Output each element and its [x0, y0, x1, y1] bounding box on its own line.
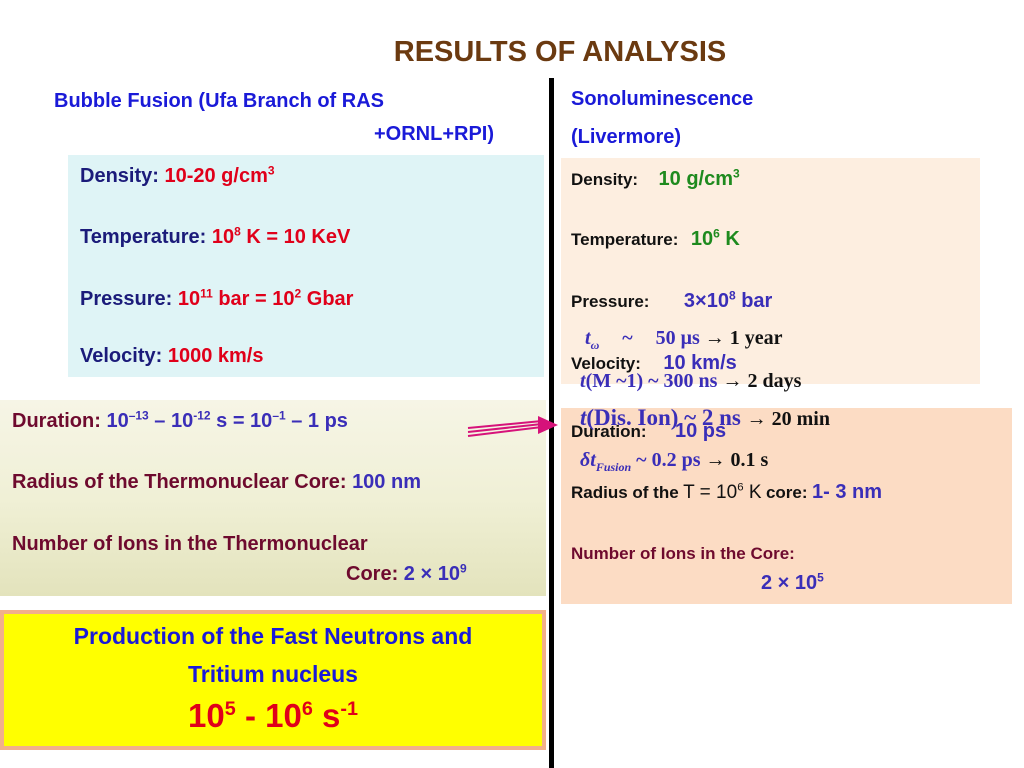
arrow-icon — [467, 416, 558, 437]
t-omega-row: tω ~ 50 μs → 1 year — [585, 327, 783, 352]
left-duration-value: 10–13 – 10-12 s = 10–1 – 1 ps — [106, 408, 348, 432]
right-density-row: Density: 10 g/cm3 — [571, 166, 740, 191]
left-duration-row: Duration: 10–13 – 10-12 s = 10–1 – 1 ps — [12, 408, 348, 433]
right-density-label: Density: — [571, 170, 639, 189]
production-line1: Production of the Fast Neutrons and — [73, 623, 473, 649]
right-duration-value: 10 ps — [675, 420, 727, 442]
left-density-label: Density: — [80, 165, 159, 187]
t-m-row: t(M ~1) ~ 300 ns → 2 days — [580, 370, 801, 393]
left-heading-line2: +ORNL+RPI) — [374, 123, 495, 145]
left-core-box — [0, 400, 546, 596]
t-omega-symbol: tω — [585, 327, 600, 352]
left-ions-core-label: Core: — [346, 563, 399, 585]
page-title: RESULTS OF ANALYSIS — [393, 36, 727, 68]
left-parameters-box — [68, 155, 544, 377]
left-velocity-value: 1000 km/s — [167, 345, 264, 367]
left-pressure-label: Pressure: — [80, 288, 173, 310]
t-omega-tilde: ~ — [622, 327, 633, 349]
left-density-value: 10-20 g/cm3 — [164, 163, 275, 187]
left-heading-line1: Bubble Fusion (Ufa Branch of RAS — [54, 90, 384, 112]
production-line2: Tritium nucleus — [188, 661, 358, 687]
left-velocity-row: Velocity: 1000 km/s — [80, 345, 263, 368]
left-pressure-value: 1011 bar = 102 Gbar — [177, 286, 354, 310]
right-velocity-value: 10 km/s — [663, 352, 737, 374]
right-radius-temperature: T = 106 K — [683, 481, 762, 503]
t-omega-arrow: → 1 year — [704, 327, 783, 349]
production-rate: 105 - 106 s-1 — [188, 697, 358, 734]
right-pressure-value: 3×108 bar — [683, 288, 773, 312]
right-velocity-row: Velocity: 10 km/s — [571, 352, 737, 375]
left-pressure-row: Pressure: 1011 bar = 102 Gbar — [80, 286, 354, 311]
left-ions-value: 2 × 109 — [403, 561, 467, 585]
t-omega-value: 50 μs — [655, 327, 700, 349]
t-dis-value: (Dis. Ion) ~ 2 ns — [586, 405, 741, 430]
left-density-row: Density: 10-20 g/cm3 — [80, 163, 275, 188]
right-pressure-label: Pressure: — [571, 292, 650, 311]
left-ions-row: Core: 2 × 109 — [346, 561, 467, 586]
right-temperature-label: Temperature: — [571, 230, 679, 249]
right-pressure-row: Pressure: 3×108 bar — [571, 288, 773, 313]
right-duration-row: Duration: 10 ps — [571, 420, 726, 443]
right-ions-label: Number of Ions in the Core: — [571, 544, 795, 563]
left-duration-label: Duration: — [12, 410, 101, 432]
right-temperature-row: Temperature: 106 K — [571, 226, 740, 251]
right-heading-line2: (Livermore) — [571, 126, 682, 148]
right-velocity-label: Velocity: — [571, 354, 641, 373]
right-radius-value: 1- 3 nm — [811, 481, 883, 503]
right-parameters-box — [561, 158, 980, 384]
right-temperature-value: 106 K — [690, 226, 740, 250]
left-temperature-row: Temperature: 108 K = 10 KeV — [80, 224, 351, 249]
t-m-arrow: → 2 days — [722, 370, 802, 392]
left-radius-value: 100 nm — [352, 471, 421, 493]
right-duration-label: Duration: — [571, 422, 647, 441]
right-radius-row: Radius of the T = 106 K core: 1- 3 nm — [571, 481, 882, 504]
right-radius-label: Radius of the — [571, 483, 679, 502]
right-density-value: 10 g/cm3 — [658, 166, 740, 190]
t-m-symbol: t — [580, 370, 586, 392]
t-dis-row: t(Dis. Ion) ~ 2 ns → 20 min — [580, 405, 830, 431]
right-radius-core-label: core: — [765, 483, 808, 502]
left-temperature-value: 108 K = 10 KeV — [211, 224, 351, 248]
dt-fusion-value: ~ 0.2 ps — [636, 449, 701, 471]
left-velocity-label: Velocity: — [80, 345, 163, 367]
left-temperature-label: Temperature: — [80, 226, 207, 248]
right-heading-line1: Sonoluminescence — [571, 88, 754, 110]
t-dis-symbol: t — [580, 405, 587, 430]
dt-fusion-arrow: → 0.1 s — [705, 449, 769, 471]
t-m-value: (M ~1) ~ 300 ns — [585, 370, 718, 392]
left-radius-row: Radius of the Thermonuclear Core: 100 nm — [12, 471, 421, 494]
t-dis-arrow: → 20 min — [746, 408, 830, 430]
right-ions-value: 2 × 105 — [761, 570, 824, 594]
left-radius-label: Radius of the Thermonuclear Core: — [12, 471, 347, 493]
left-ions-label: Number of Ions in the Thermonuclear — [12, 533, 368, 555]
dt-fusion-row: δtFusion ~ 0.2 ps → 0.1 s — [580, 449, 769, 474]
dt-fusion-symbol: δtFusion — [580, 449, 632, 474]
production-box — [0, 610, 546, 750]
right-core-box — [561, 408, 1012, 604]
